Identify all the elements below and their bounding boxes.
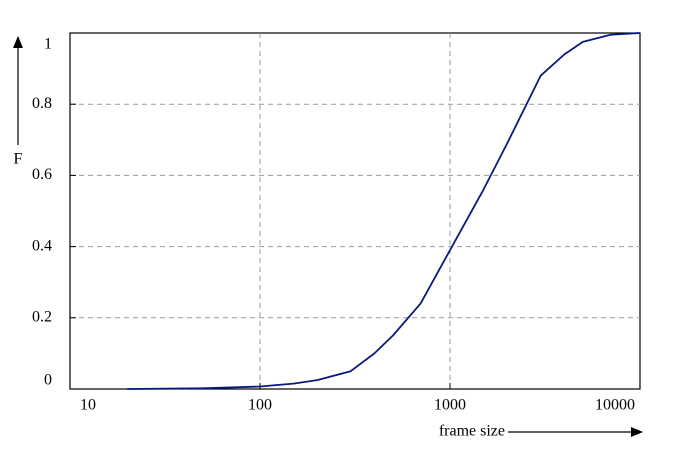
y-tick-label: 0.4 bbox=[32, 237, 52, 254]
plot-frame bbox=[69, 32, 641, 390]
y-axis-label: F bbox=[14, 151, 23, 168]
x-axis-label: frame size bbox=[439, 423, 505, 440]
x-tick-label: 100 bbox=[248, 397, 272, 414]
x-tick-label: 10000 bbox=[595, 397, 635, 414]
y-tick-label: 0.6 bbox=[32, 166, 52, 183]
data-line bbox=[127, 32, 641, 390]
y-tick-label: 0.2 bbox=[32, 308, 52, 325]
y-tick-label: 0 bbox=[44, 372, 52, 389]
x-tick-label: 10 bbox=[80, 397, 96, 414]
y-tick-label: 0.8 bbox=[32, 95, 52, 112]
x-tick-label: 1000 bbox=[434, 397, 466, 414]
y-tick-label: 1 bbox=[44, 36, 52, 53]
